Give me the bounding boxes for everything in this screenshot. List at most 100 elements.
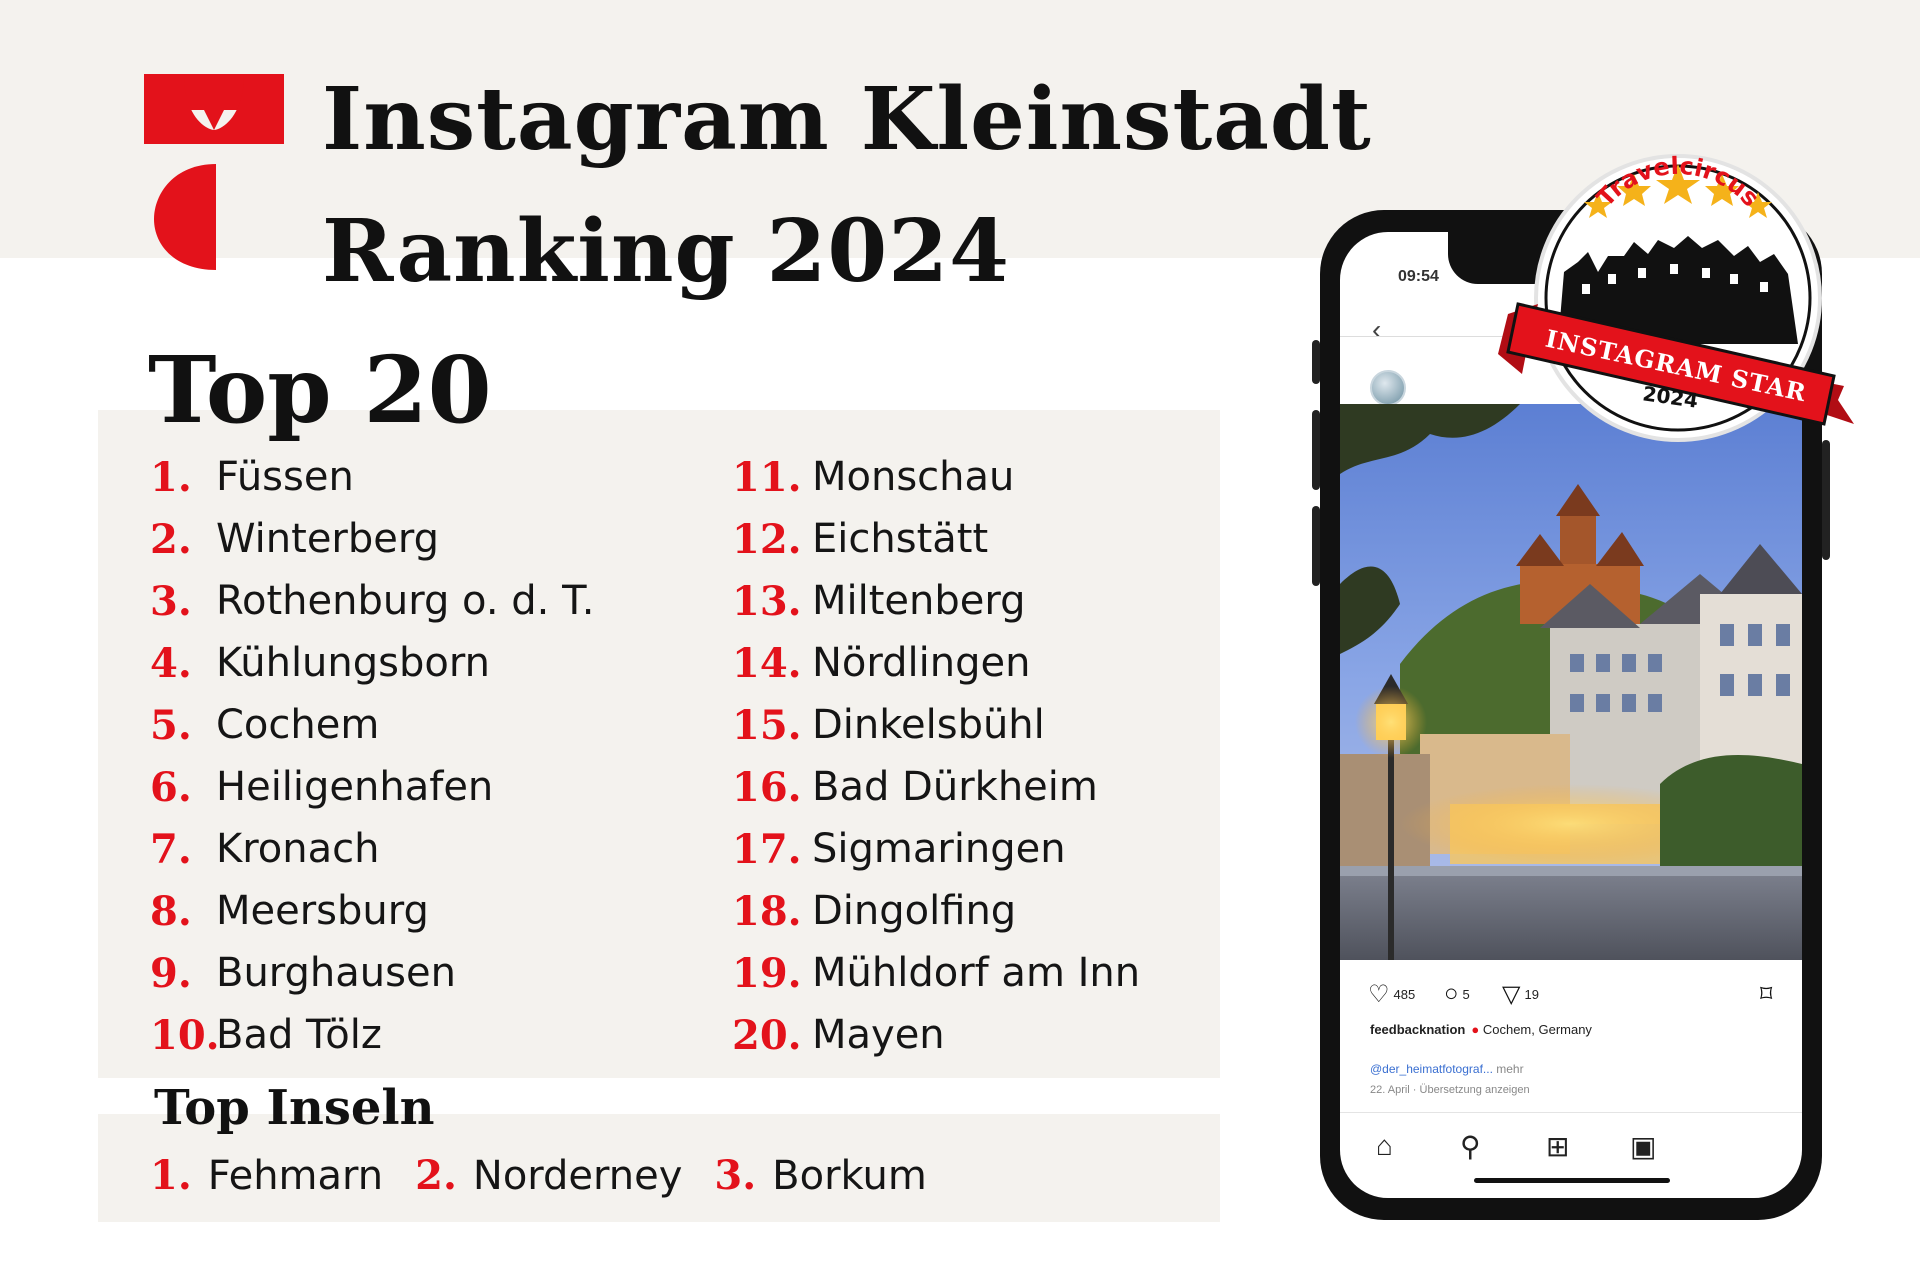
- list-item: 12. Eichstätt: [732, 508, 1140, 570]
- list-item: 9. Burghausen: [150, 942, 594, 1004]
- translate-link[interactable]: Übersetzung anzeigen: [1419, 1084, 1530, 1096]
- list-item: 6. Heiligenhafen: [150, 756, 594, 818]
- list-item: 20. Mayen: [732, 1004, 1140, 1066]
- rank-number: 6.: [150, 763, 192, 811]
- status-time: 09:54: [1398, 268, 1439, 285]
- share-icon: ▽: [1502, 981, 1521, 1008]
- heart-icon: ♡: [1368, 981, 1390, 1008]
- phone-volume-up: [1312, 410, 1320, 490]
- town-name: Heiligenhafen: [216, 764, 494, 810]
- rank-number: 14.: [732, 639, 802, 687]
- post-photo: [1340, 404, 1802, 960]
- location-pin-icon: ●: [1471, 1022, 1480, 1037]
- list-item: 14. Nördlingen: [732, 632, 1140, 694]
- rank-number: 3.: [714, 1152, 757, 1199]
- island-name: Norderney: [472, 1152, 683, 1199]
- town-name: Nördlingen: [812, 640, 1031, 686]
- rank-number: 19.: [732, 949, 802, 997]
- phone-screen: 09:54 ‹: [1340, 232, 1802, 1198]
- rank-number: 3.: [150, 577, 192, 625]
- post-username[interactable]: feedbacknation: [1370, 1022, 1466, 1037]
- list-item: 2. Winterberg: [150, 508, 594, 570]
- rank-number: 9.: [150, 949, 192, 997]
- list-item: 3. Rothenburg o. d. T.: [150, 570, 594, 632]
- page-title: Instagram Kleinstadt Ranking 2024: [322, 54, 1372, 318]
- avatar[interactable]: [1370, 370, 1406, 406]
- home-icon[interactable]: ⌂: [1376, 1130, 1393, 1161]
- rank-number: 1.: [150, 453, 192, 501]
- title-line-2: Ranking 2024: [322, 201, 1010, 302]
- top20-panel: [98, 410, 1220, 1078]
- rank-number: 4.: [150, 639, 192, 687]
- like-action[interactable]: ♡ 485: [1368, 980, 1415, 1009]
- town-name: Rothenburg o. d. T.: [216, 578, 595, 624]
- more-link[interactable]: mehr: [1496, 1062, 1524, 1076]
- rank-number: 2.: [415, 1152, 457, 1199]
- rank-number: 7.: [150, 825, 192, 873]
- travelcircus-logo-icon: [144, 74, 284, 270]
- town-name: Bad Dürkheim: [812, 764, 1098, 810]
- islands-list: 1. Fehmarn 2. Norderney 3. Borkum: [150, 1152, 959, 1199]
- rank-number: 8.: [150, 887, 192, 935]
- post-meta: 22. April · Übersetzung anzeigen: [1370, 1084, 1530, 1096]
- star-icon: [1584, 164, 1772, 218]
- list-item: 18. Dingolfing: [732, 880, 1140, 942]
- town-name: Monschau: [812, 454, 1015, 500]
- town-name: Dinkelsbühl: [812, 702, 1045, 748]
- town-name: Miltenberg: [812, 578, 1026, 624]
- phone-power-button: [1822, 440, 1830, 560]
- comment-icon: ○: [1444, 980, 1459, 1007]
- list-item: 8. Meersburg: [150, 880, 594, 942]
- town-name: Füssen: [216, 454, 354, 500]
- town-name: Meersburg: [216, 888, 429, 934]
- list-item: 17. Sigmaringen: [732, 818, 1140, 880]
- list-item: 5. Cochem: [150, 694, 594, 756]
- rank-number: 16.: [732, 763, 802, 811]
- list-item: 13. Miltenberg: [732, 570, 1140, 632]
- rank-number: 20.: [732, 1011, 802, 1059]
- town-name: Bad Tölz: [216, 1012, 382, 1058]
- reels-icon[interactable]: ▣: [1630, 1131, 1657, 1162]
- rank-number: 2.: [150, 515, 192, 563]
- phone-side-button: [1312, 340, 1320, 384]
- back-icon[interactable]: ‹: [1372, 314, 1382, 345]
- rank-number: 13.: [732, 577, 802, 625]
- list-item: 19. Mühldorf am Inn: [732, 942, 1140, 1004]
- credit-handle[interactable]: @der_heimatfotograf...: [1370, 1062, 1493, 1076]
- share-action[interactable]: ▽ 19: [1502, 980, 1539, 1009]
- phone-volume-down: [1312, 506, 1320, 586]
- town-name: Winterberg: [216, 516, 440, 562]
- bookmark-icon: ⌑: [1760, 981, 1773, 1008]
- post-location[interactable]: Cochem, Germany: [1482, 1022, 1592, 1037]
- post-credit: @der_heimatfotograf... mehr: [1370, 1062, 1524, 1076]
- island-name: Borkum: [772, 1152, 927, 1199]
- top20-list-right: 11. Monschau 12. Eichstätt 13. Miltenberg 1…: [732, 446, 1140, 1066]
- town-name: Dingolfing: [812, 888, 1017, 934]
- islands-heading: Top Inseln: [154, 1080, 435, 1136]
- list-item: 1. Füssen: [150, 446, 594, 508]
- list-item: 4. Kühlungsborn: [150, 632, 594, 694]
- list-item: 16. Bad Dürkheim: [732, 756, 1140, 818]
- rank-number: 5.: [150, 701, 192, 749]
- town-name: Cochem: [216, 702, 380, 748]
- bookmark-action[interactable]: ⌑: [1760, 980, 1776, 1009]
- like-count: 485: [1393, 987, 1416, 1002]
- instagram-star-badge: Travelcircus INSTAGRAM STAR 2024: [1498, 152, 1854, 442]
- town-name: Kronach: [216, 826, 380, 872]
- post-date: 22. April: [1370, 1084, 1410, 1096]
- search-icon[interactable]: ⚲: [1460, 1131, 1481, 1162]
- list-item: 7. Kronach: [150, 818, 594, 880]
- comment-action[interactable]: ○ 5: [1444, 980, 1470, 1008]
- list-item: 15. Dinkelsbühl: [732, 694, 1140, 756]
- share-count: 19: [1524, 987, 1539, 1002]
- island-name: Fehmarn: [207, 1152, 384, 1199]
- post-actions: ♡ 485 ○ 5 ▽ 19 ⌑: [1340, 972, 1802, 1012]
- add-icon[interactable]: ⊞: [1546, 1131, 1570, 1162]
- rank-number: 10.: [150, 1011, 220, 1059]
- top20-list-left: 1. Füssen 2. Winterberg 3. Rothenburg o. d.…: [150, 446, 594, 1066]
- town-name: Kühlungsborn: [216, 640, 490, 686]
- town-name: Mayen: [812, 1012, 945, 1058]
- town-name: Sigmaringen: [812, 826, 1066, 872]
- rank-number: 18.: [732, 887, 802, 935]
- title-line-1: Instagram Kleinstadt: [322, 69, 1372, 170]
